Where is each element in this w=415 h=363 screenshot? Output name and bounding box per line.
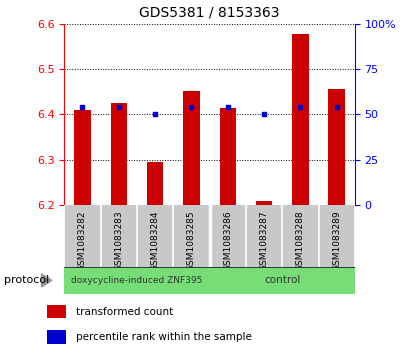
Point xyxy=(261,111,267,117)
Point xyxy=(297,104,304,110)
Bar xyxy=(183,91,200,205)
Text: GSM1083288: GSM1083288 xyxy=(296,210,305,271)
Text: percentile rank within the sample: percentile rank within the sample xyxy=(76,332,252,342)
Bar xyxy=(47,330,66,344)
Bar xyxy=(47,305,66,318)
Polygon shape xyxy=(42,274,52,287)
Text: GSM1083285: GSM1083285 xyxy=(187,210,196,271)
Bar xyxy=(147,162,163,205)
Text: doxycycline-induced ZNF395: doxycycline-induced ZNF395 xyxy=(71,276,203,285)
Point xyxy=(79,104,86,110)
Title: GDS5381 / 8153363: GDS5381 / 8153363 xyxy=(139,6,280,20)
Bar xyxy=(292,33,308,205)
Point xyxy=(188,104,195,110)
Bar xyxy=(64,267,210,294)
Point xyxy=(333,104,340,110)
Text: GSM1083283: GSM1083283 xyxy=(114,210,123,271)
Bar xyxy=(220,107,236,205)
Bar xyxy=(111,103,127,205)
Point xyxy=(225,104,231,110)
Text: GSM1083289: GSM1083289 xyxy=(332,210,341,271)
Bar xyxy=(210,267,355,294)
Bar xyxy=(74,110,90,205)
Text: GSM1083287: GSM1083287 xyxy=(259,210,269,271)
Text: control: control xyxy=(264,276,300,285)
Text: protocol: protocol xyxy=(4,276,49,285)
Text: GSM1083284: GSM1083284 xyxy=(151,210,160,270)
Text: transformed count: transformed count xyxy=(76,306,173,317)
Bar xyxy=(256,200,272,205)
Point xyxy=(152,111,159,117)
Bar xyxy=(329,89,345,205)
Point xyxy=(115,104,122,110)
Text: GSM1083282: GSM1083282 xyxy=(78,210,87,270)
Text: GSM1083286: GSM1083286 xyxy=(223,210,232,271)
